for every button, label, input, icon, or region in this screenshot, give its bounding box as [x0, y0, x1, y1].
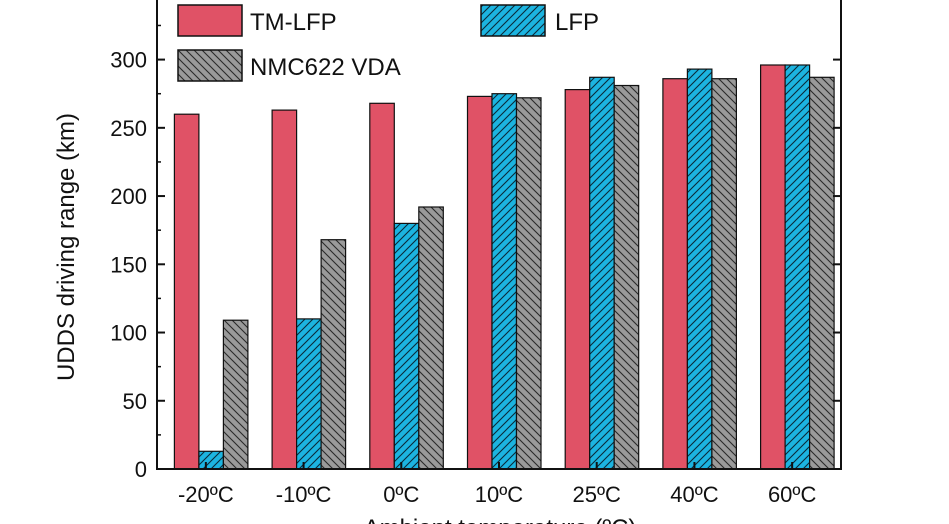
- y-tick-label: 200: [110, 184, 147, 209]
- legend-swatch-tm-lfp: [177, 4, 243, 37]
- y-tick-label: 350: [110, 0, 147, 4]
- bar-lfp-25-c: [589, 76, 615, 470]
- y-tick-label: 300: [110, 48, 147, 73]
- bar-nmc622-vda-10-c: [320, 239, 347, 470]
- y-axis: 0 50 100 150 200 250 300 350: [110, 0, 841, 482]
- legend-swatch-lfp: [480, 4, 546, 37]
- x-tick-label-10-c: 10ºC: [475, 482, 524, 507]
- bar-lfp-0-c: [393, 222, 420, 470]
- bar-tm-lfp-0-c: [369, 102, 395, 470]
- x-tick-label-25-c: 25ºC: [573, 482, 622, 507]
- legend-swatch-nmc622-vda: [177, 49, 243, 82]
- y-tick-label: 50: [123, 389, 147, 414]
- x-axis-title: Ambient temperature (ºC): [364, 515, 637, 524]
- bars-group: [173, 64, 835, 470]
- x-tick-label-40-c: 40ºC: [670, 482, 719, 507]
- x-tick-label-60-c: 60ºC: [768, 482, 817, 507]
- y-tick-label: 0: [135, 457, 147, 482]
- x-axis: -20ºC -10ºC 0ºC 10ºC 25ºC 40ºC 60ºC: [178, 462, 816, 507]
- bar-nmc622-vda-25-c: [613, 84, 640, 470]
- bar-tm-lfp-10-c: [271, 109, 298, 470]
- x-tick-label-0-c: 0ºC: [383, 482, 419, 507]
- bar-nmc622-vda-60-c: [808, 76, 835, 470]
- bar-lfp-10-c: [491, 93, 518, 470]
- bar-nmc622-vda-10-c: [515, 97, 542, 470]
- bar-tm-lfp-25-c: [564, 88, 591, 470]
- bar-nmc622-vda-0-c: [418, 206, 444, 470]
- bar-lfp-40-c: [686, 68, 713, 470]
- legend-label-nmc622-vda: NMC622 VDA: [250, 54, 401, 81]
- y-tick-label: 100: [110, 321, 147, 346]
- bar-lfp-60-c: [784, 64, 811, 470]
- bar-tm-lfp-40-c: [662, 78, 689, 470]
- bar-tm-lfp-20-c: [173, 113, 200, 470]
- bar-lfp-10-c: [296, 318, 322, 470]
- bar-tm-lfp-60-c: [759, 64, 786, 470]
- legend: TM-LFP LFP NMC622 VDA: [177, 4, 599, 82]
- x-tick-label-20-c: -20ºC: [178, 482, 234, 507]
- bar-nmc622-vda-40-c: [711, 78, 738, 470]
- y-tick-label: 250: [110, 116, 147, 141]
- legend-label-lfp: LFP: [555, 9, 599, 36]
- x-tick-label-10-c: -10ºC: [276, 482, 332, 507]
- bar-lfp-20-c: [198, 450, 224, 470]
- legend-label-tm-lfp: TM-LFP: [250, 9, 337, 36]
- bar-nmc622-vda-20-c: [222, 319, 249, 470]
- y-tick-label: 150: [110, 252, 147, 277]
- y-axis-title: UDDS driving range (km): [53, 113, 80, 381]
- bar-tm-lfp-10-c: [466, 95, 493, 470]
